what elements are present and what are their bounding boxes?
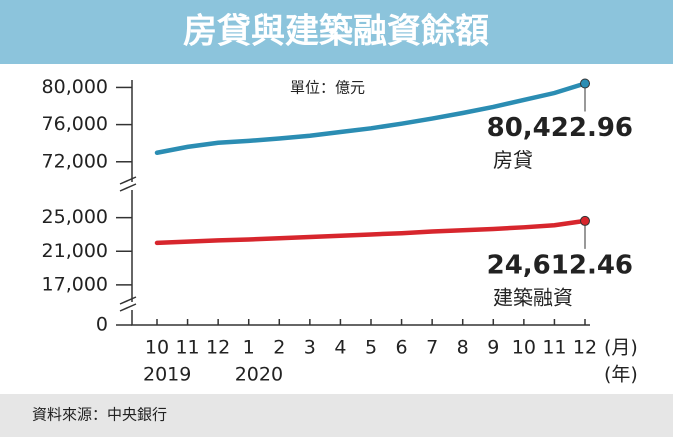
y-tick-label: 17,000 (42, 273, 108, 295)
x-tick-label: 5 (365, 337, 377, 359)
x-tick-label: 10 (145, 337, 169, 359)
year-unit: (年) (604, 364, 638, 386)
x-tick-label: 12 (573, 337, 597, 359)
x-tick-label: 8 (457, 337, 469, 359)
x-tick-label: 7 (426, 337, 438, 359)
x-tick-label: 11 (175, 337, 199, 359)
x-tick-label: 11 (542, 337, 566, 359)
x-tick-label: 12 (206, 337, 230, 359)
x-tick-label: 2 (273, 337, 285, 359)
series-name: 房貸 (493, 148, 533, 172)
x-tick-label: 6 (396, 337, 408, 359)
y-tick-label: 21,000 (42, 240, 108, 262)
y-tick-label: 25,000 (42, 206, 108, 228)
x-tick-label: 4 (334, 337, 346, 359)
source: 資料來源：中央銀行 (32, 406, 167, 424)
series-name: 建築融資 (493, 285, 573, 309)
footer (0, 394, 673, 437)
x-unit: (月) (604, 337, 638, 359)
end-marker (580, 215, 590, 226)
y-tick-label: 0 (96, 314, 108, 336)
title-banner (0, 0, 673, 64)
x-tick-label: 9 (487, 337, 499, 359)
x-tick-label: 10 (512, 337, 536, 359)
end-marker (580, 78, 590, 89)
series-line (154, 81, 588, 156)
x-tick-label: 3 (304, 337, 316, 359)
unit-label: 單位：億元 (290, 79, 365, 97)
x-tick-label: 1 (243, 337, 255, 359)
axis-break (119, 176, 137, 312)
year-label: 2019 (143, 364, 191, 386)
year-label: 2020 (235, 364, 283, 386)
value-label: 80,422.96 (487, 113, 633, 143)
series-line (154, 218, 588, 246)
y-tick-label: 80,000 (42, 76, 108, 98)
y-tick-label: 72,000 (42, 150, 108, 172)
y-tick-label: 76,000 (42, 113, 108, 135)
value-label: 24,612.46 (487, 250, 633, 280)
chart-title: 房貸與建築融資餘額 (183, 12, 489, 52)
